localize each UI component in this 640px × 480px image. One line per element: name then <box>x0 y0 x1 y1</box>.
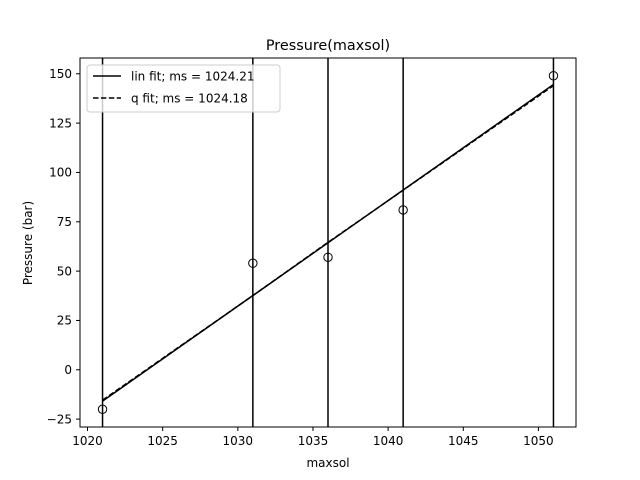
data-points <box>97 71 559 414</box>
data-point-2 <box>323 252 333 262</box>
y-tick-label-5: 100 <box>49 166 72 180</box>
legend-box <box>86 64 281 113</box>
y-axis-label: Pressure (bar) <box>21 201 35 285</box>
y-tick-label-6: 125 <box>49 116 72 130</box>
x-axis-label: maxsol <box>306 456 349 470</box>
y-axis-ticks: −25 0 25 50 75 100 125 150 <box>47 67 80 426</box>
x-tick-label-1: 1025 <box>147 434 178 448</box>
fit-lines <box>102 83 554 402</box>
legend-label-1: q fit; ms = 1024.18 <box>131 91 248 105</box>
x-tick-label-2: 1030 <box>223 434 254 448</box>
data-point-3 <box>398 205 408 215</box>
x-tick-label-0: 1020 <box>72 434 103 448</box>
legend: lin fit; ms = 1024.21 q fit; ms = 1024.18 <box>86 64 281 113</box>
x-tick-label-6: 1050 <box>523 434 554 448</box>
series-line-1 <box>102 85 554 401</box>
data-point-0 <box>97 404 108 414</box>
y-tick-label-7: 150 <box>49 67 72 81</box>
data-point-1 <box>248 258 258 268</box>
plot-frame <box>79 57 577 428</box>
y-tick-label-0: −25 <box>47 412 72 426</box>
y-tick-label-4: 75 <box>57 215 72 229</box>
y-tick-label-2: 25 <box>57 314 72 328</box>
x-tick-label-5: 1045 <box>448 434 479 448</box>
y-tick-label-1: 0 <box>64 363 72 377</box>
x-axis-ticks: 1020 1025 1030 1035 1040 1045 1050 <box>72 427 554 448</box>
legend-label-0: lin fit; ms = 1024.21 <box>131 69 254 83</box>
chart-title: Pressure(maxsol) <box>266 38 390 54</box>
x-tick-label-3: 1035 <box>298 434 329 448</box>
data-point-4 <box>548 71 559 81</box>
y-tick-label-3: 50 <box>57 264 72 278</box>
x-tick-label-4: 1040 <box>373 434 404 448</box>
